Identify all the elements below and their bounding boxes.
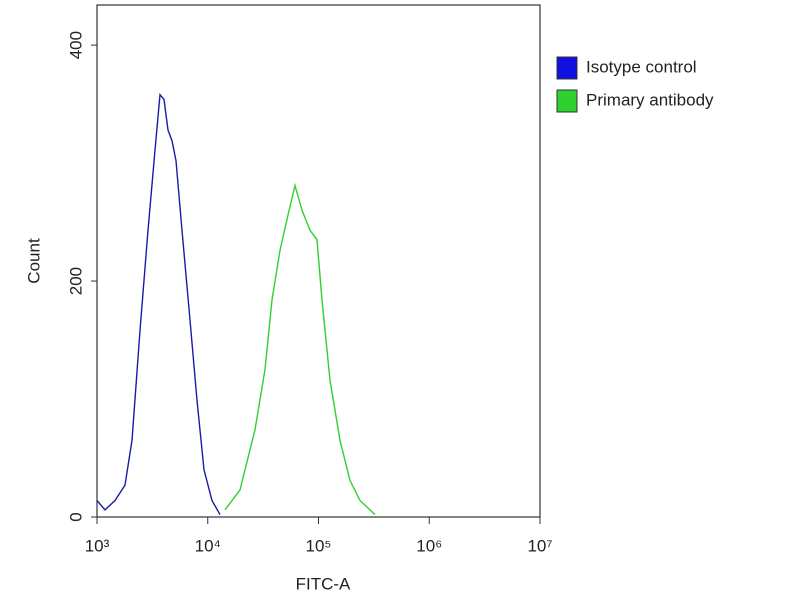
- y-tick-label: 400: [66, 31, 85, 59]
- x-tick-label: 10⁵: [306, 536, 332, 555]
- x-axis-label: FITC-A: [296, 574, 351, 593]
- y-axis-label: Count: [24, 238, 43, 284]
- x-tick-label: 10⁷: [527, 536, 552, 555]
- y-tick-label: 0: [66, 512, 85, 521]
- legend-swatch: [556, 89, 578, 113]
- legend-label: Primary antibody: [586, 90, 714, 109]
- x-tick-label: 10⁶: [416, 536, 442, 555]
- legend-label: Isotype control: [586, 57, 697, 76]
- histogram-line: [224, 182, 376, 516]
- legend-swatch: [556, 56, 578, 80]
- x-tick-label: 10⁴: [195, 536, 221, 555]
- x-tick-label: 10³: [85, 536, 110, 555]
- y-tick-label: 200: [66, 267, 85, 295]
- histogram-line: [96, 92, 221, 515]
